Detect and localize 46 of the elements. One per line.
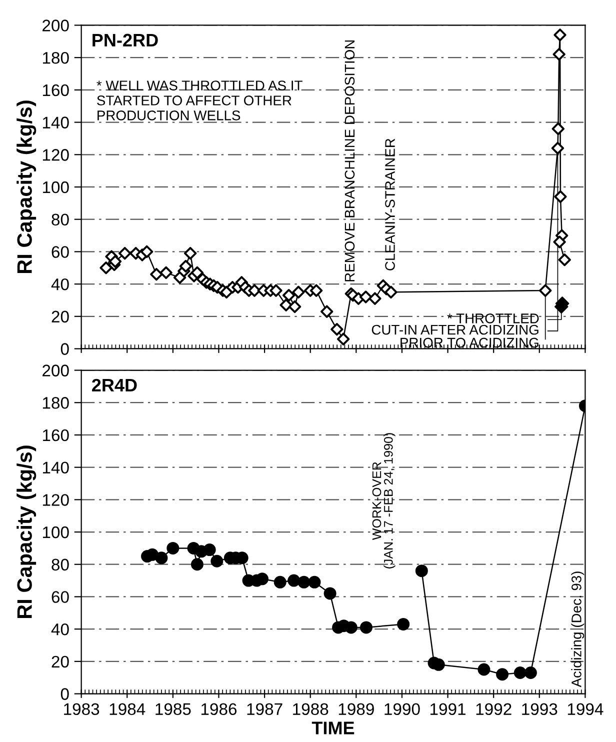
y-tick-label: 120 <box>42 149 69 161</box>
annotation: CUT-IN AFTER ACIDIZING <box>372 324 538 335</box>
y-tick-label: 200 <box>42 364 69 376</box>
annotation: PRIOR TO ACIDIZING <box>400 338 538 348</box>
y-axis-title: RI Capacity (kg/s) <box>16 446 36 618</box>
y-tick-label: 60 <box>52 591 69 603</box>
y-tick-label: 60 <box>52 246 69 258</box>
y-tick-label: 200 <box>42 20 69 32</box>
y-tick-label: 20 <box>52 656 69 668</box>
y-tick-label: 160 <box>42 429 69 442</box>
annotation: Acidizing (Dec. 93) <box>571 572 584 688</box>
y-tick-label: 160 <box>42 84 69 96</box>
x-tick-label: 1989 <box>338 703 374 716</box>
x-tick-label: 1993 <box>522 703 558 716</box>
x-tick-label: 1985 <box>156 703 191 716</box>
y-tick-label: 120 <box>42 494 69 506</box>
chart-title: 2R4D <box>92 378 137 392</box>
y-tick-label: 140 <box>42 116 69 128</box>
y-axis-title: RI Capacity (kg/s) <box>16 100 36 273</box>
x-tick-label: 1987 <box>247 703 282 716</box>
x-tick-label: 1988 <box>293 703 328 716</box>
x-tick-label: 1991 <box>430 703 466 716</box>
y-tick-label: 180 <box>42 52 69 64</box>
y-tick-label: 40 <box>51 278 69 290</box>
y-tick-label: 40 <box>51 623 69 636</box>
y-tick-label: 100 <box>42 181 69 194</box>
chart-title: PN-2RD <box>92 34 158 46</box>
annotation: REMOVE BRANCHLINE DEPOSITION <box>344 40 355 282</box>
y-tick-label: 20 <box>52 310 69 323</box>
x-tick-label: 1983 <box>64 703 100 716</box>
x-tick-label: 1990 <box>384 703 420 716</box>
y-tick-label: 100 <box>42 526 69 538</box>
y-tick-label: 80 <box>52 214 69 226</box>
x-tick-label: 1994 <box>568 703 604 716</box>
annotation: * WELL WAS THROTTLED AS IT STARTED TO AFFECT OTHER PRODUCTION WELLS <box>96 80 302 120</box>
y-tick-label: 80 <box>52 558 69 571</box>
x-axis-title: TIME <box>312 722 354 734</box>
annotation: WORK-OVER (JAN. 17 -FEB 24, 1990) <box>372 433 396 568</box>
y-tick-label: 140 <box>42 462 69 474</box>
y-tick-label: 180 <box>42 397 69 409</box>
x-tick-label: 1984 <box>110 703 146 716</box>
annotation: CLEANIY-STRAINER <box>385 138 395 270</box>
y-tick-label: 0 <box>60 688 69 700</box>
x-tick-label: 1992 <box>476 703 512 716</box>
y-tick-label: 0 <box>60 343 69 355</box>
x-tick-label: 1986 <box>201 703 237 716</box>
